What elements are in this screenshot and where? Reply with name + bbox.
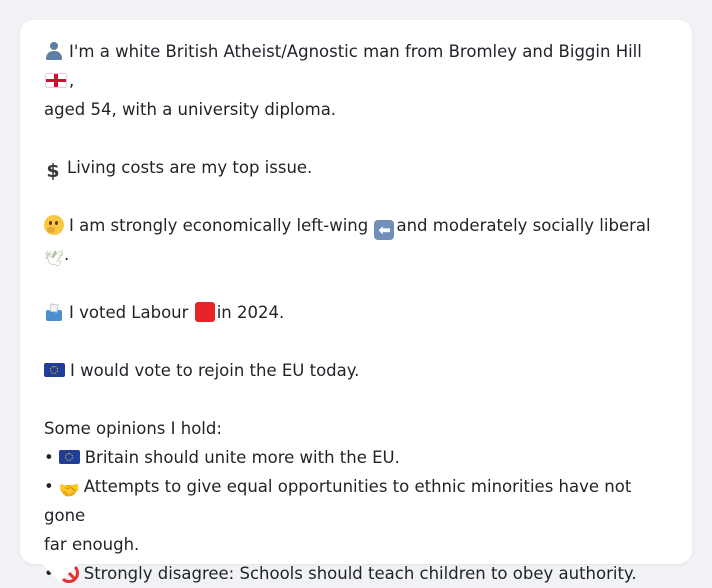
england-flag-icon <box>45 73 67 88</box>
intro-text: I'm a white British Atheist/Agnostic man… <box>69 42 642 61</box>
eu-paragraph: I would vote to rejoin the EU today. <box>44 356 668 385</box>
vote-paragraph: I voted Labour in 2024. <box>44 298 668 327</box>
eu-flag-icon <box>44 363 65 377</box>
red-square-icon <box>194 302 215 322</box>
intro-paragraph: I'm a white British Atheist/Agnostic man… <box>44 37 668 124</box>
vote-text-a: I voted Labour <box>69 303 189 322</box>
persona-message-bubble: I'm a white British Atheist/Agnostic man… <box>20 20 692 583</box>
opinion-item: • 🤝 Attempts to give equal opportunities t… <box>44 472 668 530</box>
bubble-tail <box>40 562 80 582</box>
bullet: • <box>44 477 54 496</box>
ideology-text-b: and moderately socially liberal <box>396 216 651 235</box>
vote-text-b: in 2024. <box>216 303 285 322</box>
thinking-face-icon <box>44 215 64 235</box>
opinion-text: Strongly disagree: Schools should teach … <box>83 564 637 583</box>
eu-text: I would vote to rejoin the EU today. <box>70 361 360 380</box>
ideology-text-a: I am strongly economically left-wing <box>69 216 369 235</box>
issue-paragraph: $ Living costs are my top issue. <box>44 153 668 182</box>
intro-line-2: aged 54, with a university diploma. <box>44 100 337 119</box>
issue-text: Living costs are my top issue. <box>67 158 313 177</box>
ballot-box-icon <box>44 302 64 322</box>
bullet: • <box>44 448 54 467</box>
ideology-period: . <box>64 245 70 264</box>
opinion-item: • Strongly disagree: Schools should teach… <box>44 559 668 588</box>
intro-line-1: I'm a white British Atheist/Agnostic man… <box>44 37 668 95</box>
opinion-item: • Britain should unite more with the EU. <box>44 443 668 472</box>
ideology-paragraph: I am strongly economically left-wing ⬅ an… <box>44 211 668 269</box>
opinion-text: Britain should unite more with the EU. <box>84 448 400 467</box>
dollar-icon: $ <box>46 160 60 182</box>
eu-flag-icon <box>58 450 80 464</box>
ideology-line-2: 🕊. <box>44 240 668 269</box>
dove-icon: 🕊 <box>44 249 65 268</box>
opinion-text: Attempts to give equal opportunities to … <box>44 477 632 525</box>
opinions-heading: Some opinions I hold: <box>44 419 222 438</box>
opinion-item-continuation: far enough. <box>44 535 140 554</box>
ideology-line-1: I am strongly economically left-wing ⬅ an… <box>44 211 668 240</box>
person-icon <box>44 41 64 61</box>
handshake-icon: 🤝 <box>58 481 80 501</box>
intro-comma: , <box>69 71 75 90</box>
opinions-section: Some opinions I hold: • Britain should un… <box>44 414 668 588</box>
left-arrow-icon: ⬅ <box>374 220 395 240</box>
